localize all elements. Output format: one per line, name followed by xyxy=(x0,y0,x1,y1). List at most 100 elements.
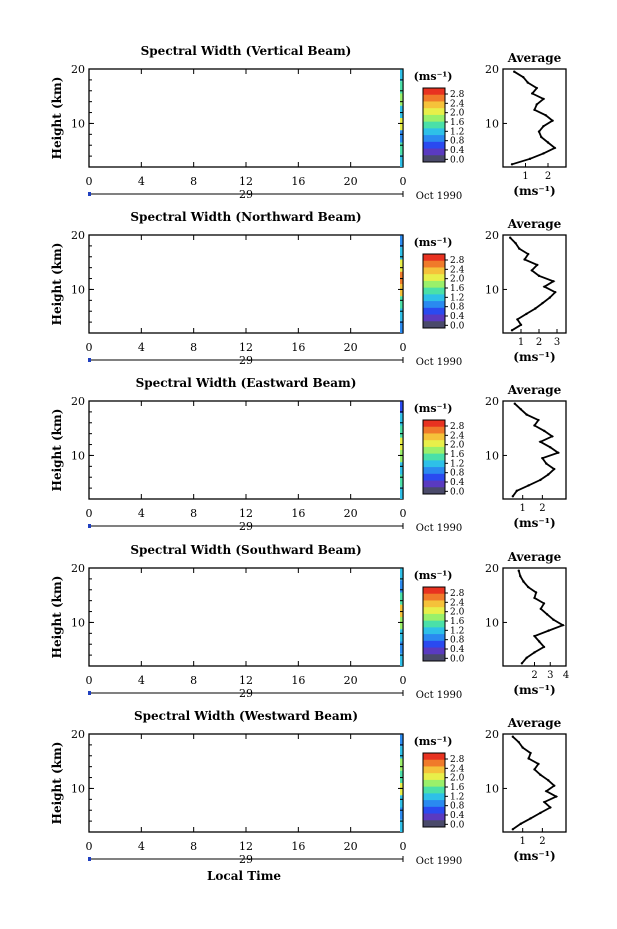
colorbar-tick-label: 2.0 xyxy=(450,608,465,618)
colorbar-tick-label: 0.0 xyxy=(450,820,465,830)
day-marker xyxy=(88,857,91,861)
colorbar-tick-label: 2.4 xyxy=(450,431,465,441)
colorbar-swatch xyxy=(423,786,445,794)
average-point xyxy=(536,263,539,267)
heatmap-cell xyxy=(400,795,403,808)
colorbar-tick-label: 0.4 xyxy=(450,811,465,821)
average-point xyxy=(533,596,536,600)
x-tick-label: 16 xyxy=(291,341,305,354)
average-point xyxy=(529,817,532,820)
colorbar-swatch xyxy=(423,314,445,322)
heatmap-cell xyxy=(400,235,403,248)
average-point xyxy=(539,811,542,815)
average-point xyxy=(516,318,519,321)
x-tick-label: 16 xyxy=(291,840,305,853)
average-x-tick-label: 2 xyxy=(539,503,545,514)
x-tick-label: 8 xyxy=(190,840,197,853)
colorbar-swatch xyxy=(423,433,445,441)
average-point xyxy=(554,795,558,798)
heatmap-cell xyxy=(400,568,403,581)
colorbar-swatch xyxy=(423,121,445,129)
colorbar-swatch xyxy=(423,793,445,801)
x-axis-title: Local Time xyxy=(207,869,281,883)
y-axis-label: Height (km) xyxy=(50,409,64,492)
average-point xyxy=(544,114,547,117)
colorbar-swatch xyxy=(423,148,445,156)
average-point xyxy=(535,86,538,90)
y-tick-label: 20 xyxy=(71,229,85,242)
average-point xyxy=(539,440,542,444)
y-tick-label: 10 xyxy=(71,117,85,130)
colorbar-tick-label: 2.0 xyxy=(450,275,465,285)
colorbar-tick-label: 1.2 xyxy=(450,792,464,802)
panel-title: Spectral Width (Vertical Beam) xyxy=(141,44,352,58)
heatmap-cell xyxy=(400,437,403,450)
average-point xyxy=(547,629,550,632)
average-point xyxy=(515,489,518,493)
average-frame xyxy=(502,733,567,833)
colorbar-tick-label: 0.0 xyxy=(450,155,465,165)
heatmap-cell xyxy=(400,653,403,666)
heatmap-frame xyxy=(88,234,404,334)
average-point xyxy=(556,451,560,454)
heatmap-cell xyxy=(400,401,403,414)
heatmap-cell xyxy=(400,474,403,487)
average-x-tick-label: 2 xyxy=(536,337,542,348)
colorbar-frame xyxy=(422,253,446,329)
colorbar-swatch xyxy=(423,88,445,96)
heatmap-cell xyxy=(400,770,403,783)
x-tick-label: 0 xyxy=(400,674,407,687)
colorbar-tick-label: 0.8 xyxy=(450,802,465,812)
colorbar-swatch xyxy=(423,593,445,601)
average-point xyxy=(542,645,546,649)
average-point xyxy=(517,740,520,744)
colorbar-swatch xyxy=(423,128,445,136)
colorbar-swatch xyxy=(423,607,445,615)
colorbar-unit-label: (ms⁻¹) xyxy=(414,402,453,415)
colorbar-tick-label: 2.0 xyxy=(450,441,465,451)
colorbar-swatch xyxy=(423,101,445,109)
day-marker xyxy=(88,192,91,196)
x-tick-label: 20 xyxy=(344,507,358,520)
x-tick-label: 20 xyxy=(344,840,358,853)
panel-1: Spectral Width (Vertical Beam) Height (km… xyxy=(50,44,567,202)
average-point xyxy=(520,662,524,665)
x-tick-label: 20 xyxy=(344,341,358,354)
x-tick-label: 0 xyxy=(400,175,407,188)
average-x-label: (ms⁻¹) xyxy=(513,683,555,697)
average-point xyxy=(533,424,536,427)
colorbar-tick-label: 1.6 xyxy=(450,617,465,627)
colorbar-tick-label: 0.0 xyxy=(450,321,465,331)
colorbar-swatch xyxy=(423,759,445,767)
average-title: Average xyxy=(507,51,562,65)
colorbar-swatch xyxy=(423,627,445,635)
heatmap-cell xyxy=(400,758,403,771)
colorbar-swatch xyxy=(423,467,445,475)
average-point xyxy=(539,773,542,777)
average-point xyxy=(537,130,541,133)
heatmap-cell xyxy=(400,247,403,260)
colorbar-tick-label: 0.8 xyxy=(450,469,465,479)
average-point xyxy=(513,70,516,73)
average-point xyxy=(528,157,532,161)
average-y-tick-label: 20 xyxy=(485,229,499,242)
y-tick-label: 10 xyxy=(71,449,85,462)
average-y-tick-label: 20 xyxy=(485,63,499,76)
average-point xyxy=(552,280,555,283)
x-tick-label: 8 xyxy=(190,175,197,188)
x-tick-label: 0 xyxy=(86,507,93,520)
average-point xyxy=(541,301,544,305)
date-label: Oct 1990 xyxy=(416,523,462,534)
colorbar-swatch xyxy=(423,280,445,289)
colorbar-swatch xyxy=(423,141,445,150)
average-profile-line xyxy=(509,237,557,332)
colorbar-tick-label: 2.8 xyxy=(450,256,465,266)
average-x-tick-label: 4 xyxy=(563,670,569,681)
average-point xyxy=(517,569,520,572)
colorbar-tick-label: 1.2 xyxy=(450,293,464,303)
y-axis-label: Height (km) xyxy=(50,77,64,160)
x-tick-label: 16 xyxy=(291,175,305,188)
x-tick-label: 12 xyxy=(239,674,253,687)
average-point xyxy=(525,413,528,416)
colorbar-swatch xyxy=(423,108,445,116)
